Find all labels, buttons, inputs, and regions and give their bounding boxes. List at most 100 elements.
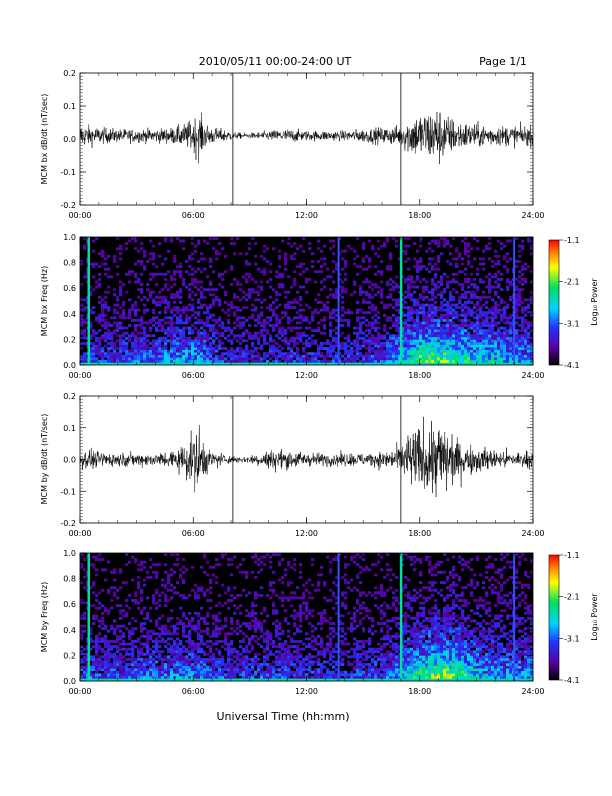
spectrogram-cell [83, 625, 86, 628]
spectrogram-cell [344, 337, 347, 340]
spectrogram-cell [341, 296, 344, 299]
spectrogram-cell [413, 360, 416, 363]
spectrogram-cell [485, 329, 488, 332]
spectrogram-cell [410, 337, 413, 340]
spectrogram-cell [206, 645, 209, 648]
y-tick-label: -0.1 [60, 487, 76, 496]
spectrogram-cell [500, 301, 503, 304]
spectrogram-cell [164, 658, 167, 661]
spectrogram-cell [329, 275, 332, 278]
spectrogram-cell [368, 342, 371, 345]
spectrogram-cell [116, 661, 119, 664]
spectrogram-cell [437, 350, 440, 353]
spectrogram-cell [347, 319, 350, 322]
spectrogram-cell [188, 645, 191, 648]
spectrogram-cell [119, 324, 122, 327]
spectrogram-cell [233, 293, 236, 296]
spectrogram-cell [203, 324, 206, 327]
spectrogram-cell [179, 350, 182, 353]
spectrogram-cell [407, 309, 410, 312]
spectrogram-cell [155, 327, 158, 330]
spectrogram-cell [524, 309, 527, 312]
spectrogram-cell [314, 357, 317, 360]
spectrogram-cell [266, 316, 269, 319]
spectrogram-cell [497, 260, 500, 263]
spectrogram-cell [212, 676, 215, 679]
spectrogram-cell [176, 327, 179, 330]
spectrogram-cell [494, 255, 497, 258]
spectrogram-cell [464, 296, 467, 299]
spectrogram-cell [173, 640, 176, 643]
spectrogram-cell [200, 257, 203, 260]
spectrogram-cell [386, 342, 389, 345]
spectrogram-cell [173, 337, 176, 340]
spectrogram-cell [233, 334, 236, 337]
spectrogram-cell [278, 255, 281, 258]
spectrogram-cell [488, 337, 491, 340]
spectrogram-cell [464, 337, 467, 340]
spectrogram-cell [197, 350, 200, 353]
spectrogram-cell [455, 273, 458, 276]
spectrogram-cell [155, 304, 158, 307]
spectrogram-cell [194, 337, 197, 340]
spectrogram-cell [146, 653, 149, 656]
spectrogram-cell [176, 309, 179, 312]
spectrogram-cell [509, 257, 512, 260]
spectrogram-cell [410, 309, 413, 312]
spectrogram-cell [482, 350, 485, 353]
spectrogram-cell [203, 622, 206, 625]
spectrogram-cell [320, 270, 323, 273]
spectrogram-cell [200, 630, 203, 633]
spectrogram-cell [203, 673, 206, 676]
spectrogram-cell [341, 250, 344, 253]
spectrogram-cell [425, 332, 428, 335]
spectrogram-cell [470, 247, 473, 250]
spectrogram-cell [497, 352, 500, 355]
spectrogram-cell [263, 357, 266, 360]
spectrogram-cell [302, 309, 305, 312]
spectrogram-cell [497, 327, 500, 330]
spectrogram-cell [377, 360, 380, 363]
spectrogram-cell [221, 324, 224, 327]
spectrogram-cell [497, 355, 500, 358]
spectrogram-cell [194, 630, 197, 633]
spectrogram-cell [242, 332, 245, 335]
spectrogram-cell [263, 319, 266, 322]
spectrogram-cell [158, 242, 161, 245]
spectrogram-cell [134, 314, 137, 317]
spectrogram-cell [197, 612, 200, 615]
spectrogram-cell [422, 319, 425, 322]
spectrogram-cell [134, 329, 137, 332]
spectrogram-cell [332, 293, 335, 296]
spectrogram-cell [152, 650, 155, 653]
spectrogram-cell [257, 342, 260, 345]
spectrogram-cell [503, 355, 506, 358]
spectrogram-cell [380, 342, 383, 345]
spectrogram-cell [122, 671, 125, 674]
spectrogram-cell [113, 671, 116, 674]
spectrogram-cell [518, 301, 521, 304]
spectrogram-cell [488, 360, 491, 363]
spectrogram-cell [83, 319, 86, 322]
spectrogram-cell [194, 645, 197, 648]
spectrogram-cell [410, 311, 413, 314]
spectrogram-cell [137, 357, 140, 360]
spectrogram-cell [215, 332, 218, 335]
spectrogram-cell [491, 355, 494, 358]
spectrogram-cell [131, 579, 134, 582]
spectrogram-cell [425, 345, 428, 348]
spectrogram-cell [128, 316, 131, 319]
spectrogram-cell [101, 650, 104, 653]
spectrogram-cell [152, 597, 155, 600]
spectrogram-cell [437, 339, 440, 342]
spectrogram-cell [260, 334, 263, 337]
spectrogram-cell [182, 594, 185, 597]
spectrogram-cell [326, 347, 329, 350]
spectrogram-cell [128, 663, 131, 666]
spectrogram-cell [170, 573, 173, 576]
spectrogram-cell [92, 288, 95, 291]
spectrogram-cell [353, 281, 356, 284]
spectrogram-cell [380, 352, 383, 355]
spectrogram-cell [197, 314, 200, 317]
spectrogram-cell [284, 257, 287, 260]
